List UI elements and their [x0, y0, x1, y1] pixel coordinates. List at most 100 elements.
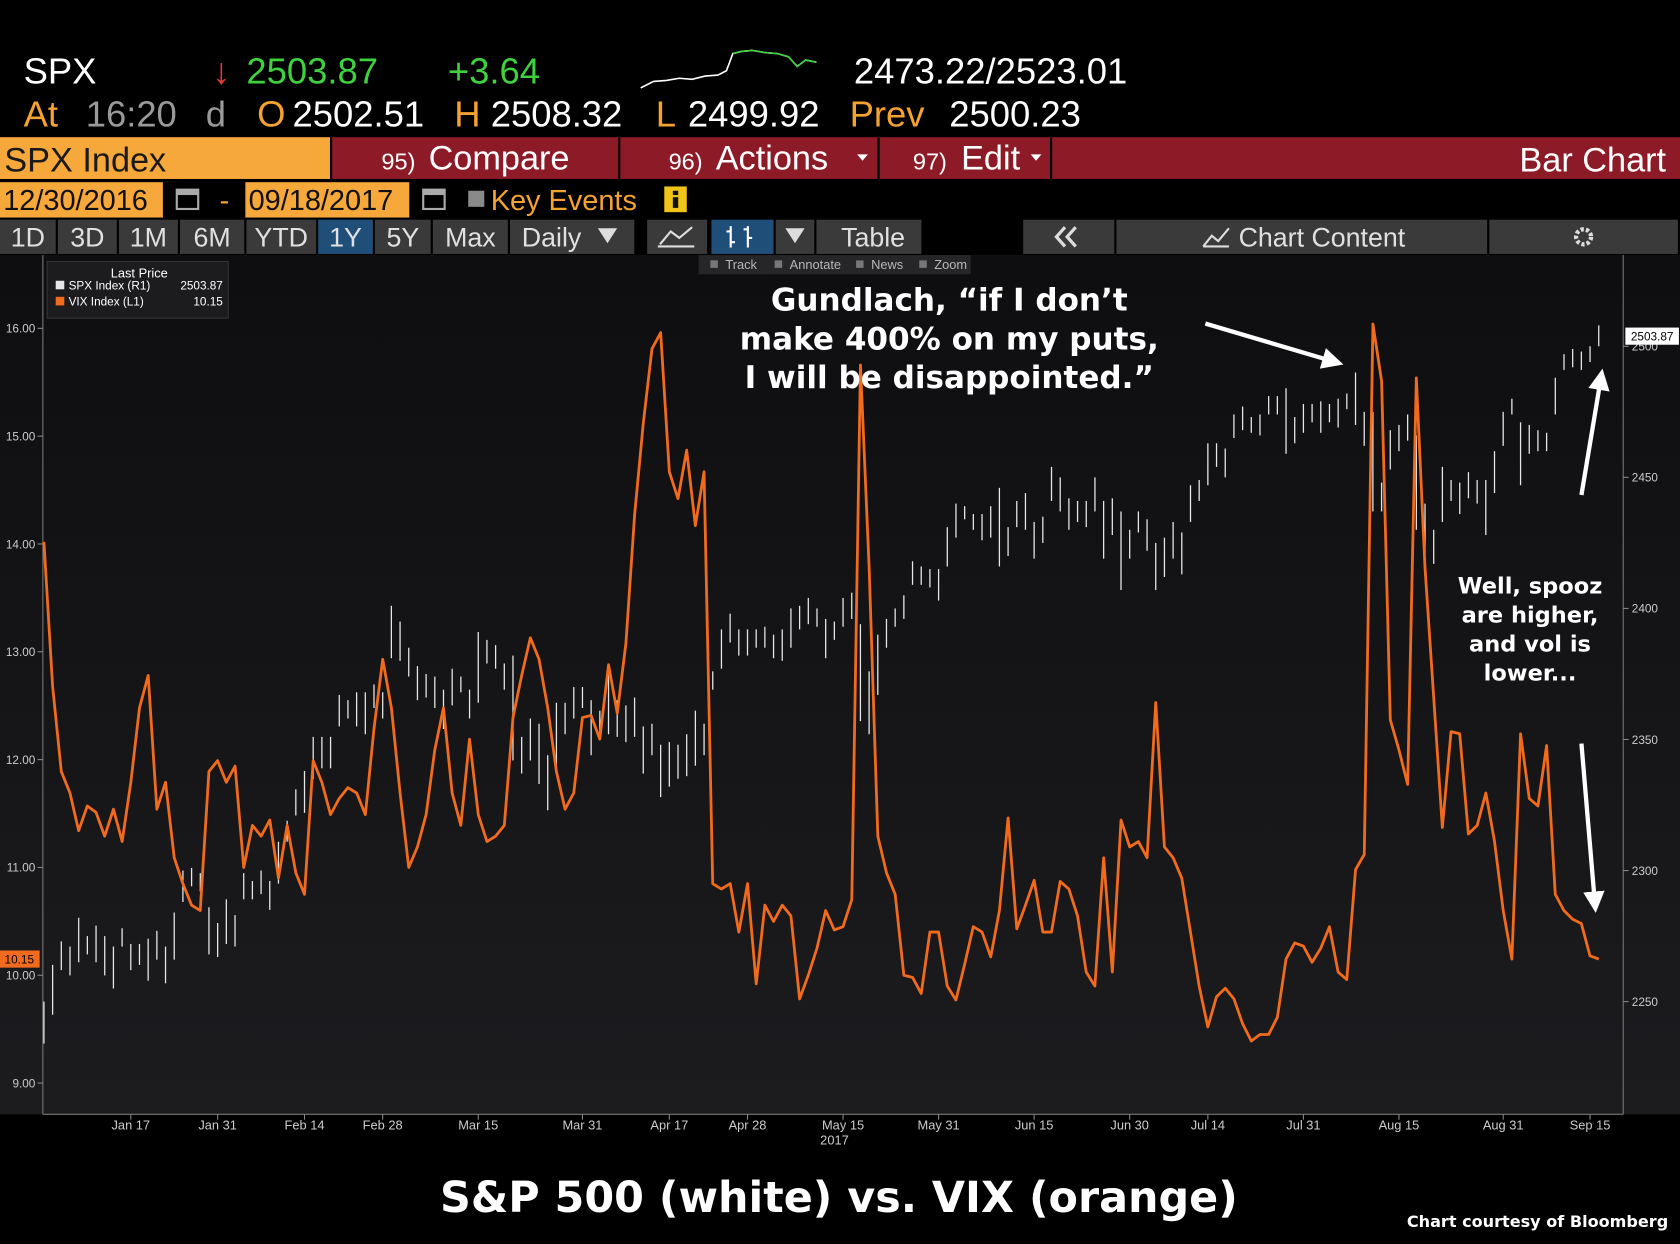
- low-label: L: [656, 93, 676, 134]
- y2-tick-label: 2400: [1632, 603, 1659, 616]
- credit: Chart courtesy of Bloomberg: [1407, 1212, 1668, 1231]
- period-label[interactable]: 1Y: [329, 222, 362, 252]
- open-label: O: [257, 93, 285, 134]
- chart-background: [0, 255, 1680, 1115]
- x-tick-label: Jun 15: [1015, 1117, 1054, 1132]
- annotation: make 400% on my puts,: [740, 321, 1159, 357]
- legend-label: VIX Index (L1): [69, 295, 144, 308]
- period-button[interactable]: [180, 219, 245, 254]
- chart-content-icon: [1202, 227, 1230, 248]
- period-button[interactable]: [0, 219, 56, 254]
- y-tick-label: 12.00: [6, 754, 36, 767]
- x-tick-label: Apr 28: [729, 1117, 767, 1132]
- period-label[interactable]: 5Y: [386, 222, 419, 252]
- legend-value: 2503.87: [180, 279, 223, 292]
- x-tick-label: Apr 17: [650, 1117, 688, 1132]
- y2-tick-label: 2350: [1632, 734, 1659, 747]
- time: 16:20: [86, 93, 177, 134]
- period-button[interactable]: [57, 219, 117, 254]
- period-button[interactable]: [432, 219, 508, 254]
- frequency[interactable]: Daily: [522, 222, 582, 252]
- period-button[interactable]: [318, 219, 373, 254]
- view-name: Bar Chart: [1519, 141, 1666, 179]
- legend-label: SPX Index (R1): [69, 279, 151, 292]
- period-button[interactable]: [375, 219, 431, 254]
- caption: S&P 500 (white) vs. VIX (orange): [440, 1173, 1238, 1223]
- annotation-arrow: [1204, 321, 1344, 369]
- tool-label[interactable]: News: [871, 257, 903, 272]
- period-button[interactable]: [246, 219, 317, 254]
- high: 2508.32: [491, 93, 623, 134]
- x-tick-label: Jan 17: [112, 1117, 151, 1132]
- settings-button[interactable]: [1489, 219, 1678, 254]
- last-price-marker: [1625, 327, 1679, 345]
- x-tick-label: Feb 14: [285, 1117, 325, 1132]
- y2-tick-label: 2300: [1632, 865, 1659, 878]
- tool-label[interactable]: Zoom: [934, 257, 967, 272]
- menu-number: 97): [913, 148, 947, 174]
- dropdown-icon: [785, 228, 805, 244]
- dropdown-icon: [597, 228, 618, 244]
- start-date-box[interactable]: [0, 182, 163, 218]
- annotation-arrow: [1579, 368, 1610, 496]
- tool-label[interactable]: Track: [725, 257, 757, 272]
- chart-content[interactable]: Chart Content: [1239, 222, 1406, 252]
- collapse-icon: [1054, 226, 1077, 248]
- end-date[interactable]: 09/18/2017: [249, 185, 394, 217]
- x-year-label: 2017: [820, 1132, 849, 1147]
- x-tick-label: Jan 31: [198, 1117, 237, 1132]
- prev-label: Prev: [850, 93, 926, 134]
- period-label[interactable]: 1M: [130, 222, 167, 252]
- legend-swatch: [55, 280, 65, 290]
- frequency-button[interactable]: [510, 219, 635, 254]
- compare-button[interactable]: Compare: [429, 139, 570, 177]
- legend-value: 10.15: [193, 295, 223, 308]
- table-button[interactable]: [816, 219, 922, 254]
- period-button[interactable]: [118, 219, 178, 254]
- vix-line: [42, 322, 1600, 1043]
- menu-number: 96): [669, 148, 703, 174]
- legend-swatch: [55, 296, 65, 306]
- annotation: lower...: [1484, 660, 1577, 686]
- x-tick-label: Jul 31: [1286, 1117, 1320, 1132]
- checkbox[interactable]: [468, 190, 485, 207]
- legend-title: Last Price: [111, 266, 168, 281]
- period-label[interactable]: 1D: [11, 222, 45, 252]
- annotation-arrow: [1579, 743, 1605, 913]
- y-tick-label: 11.00: [7, 862, 36, 875]
- info-icon[interactable]: [664, 186, 687, 213]
- x-tick-label: Jul 14: [1191, 1117, 1225, 1132]
- period-label[interactable]: Max: [445, 222, 496, 252]
- gear-icon: [1573, 227, 1594, 247]
- key-events[interactable]: Key Events: [491, 185, 637, 217]
- tool-icon: [856, 260, 864, 268]
- x-tick-label: Sep 15: [1570, 1117, 1611, 1132]
- edit-button[interactable]: Edit: [961, 139, 1021, 177]
- y-tick-label: 16.00: [6, 323, 36, 336]
- x-tick-label: Jun 30: [1110, 1117, 1149, 1132]
- tool-icon: [710, 260, 718, 268]
- x-tick-label: May 15: [822, 1117, 864, 1132]
- chart-content-button[interactable]: [1116, 219, 1488, 254]
- security-box[interactable]: [0, 137, 330, 179]
- y-tick-label: 10.00: [6, 970, 36, 983]
- end-date-box[interactable]: [245, 182, 410, 218]
- period-label[interactable]: 6M: [194, 222, 231, 252]
- actions-button[interactable]: Actions: [716, 139, 828, 177]
- period-label[interactable]: YTD: [254, 222, 308, 252]
- bar-icon: [726, 226, 753, 248]
- period-label[interactable]: 3D: [70, 222, 104, 252]
- calendar-icon[interactable]: [175, 188, 200, 211]
- tool-label[interactable]: Annotate: [790, 257, 841, 272]
- table[interactable]: Table: [841, 222, 905, 252]
- x-tick-label: Aug 31: [1483, 1117, 1524, 1132]
- calendar-icon[interactable]: [422, 188, 446, 211]
- security[interactable]: SPX Index: [4, 141, 166, 179]
- menu-bar: [332, 137, 1680, 179]
- at-label: At: [24, 93, 58, 134]
- day-range: 2473.22/2523.01: [854, 51, 1127, 92]
- ticker: SPX: [24, 51, 97, 92]
- bar-chart-button[interactable]: [711, 219, 774, 254]
- start-date[interactable]: 12/30/2016: [3, 185, 148, 217]
